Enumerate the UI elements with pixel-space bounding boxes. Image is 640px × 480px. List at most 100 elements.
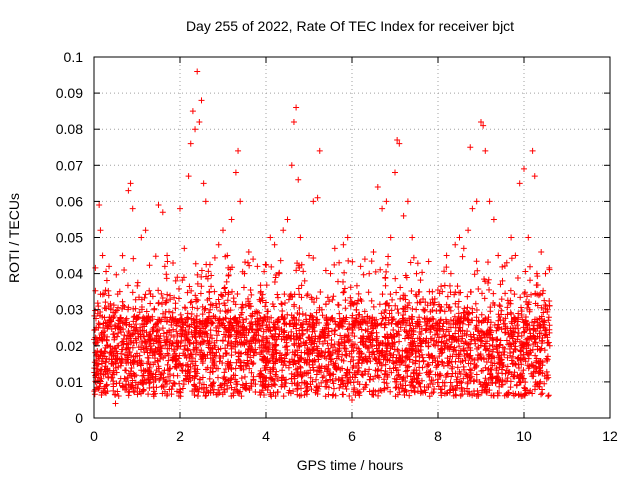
data-point	[520, 324, 527, 331]
data-point	[304, 291, 311, 298]
data-point	[274, 318, 281, 325]
data-point	[244, 357, 251, 364]
data-point	[431, 299, 438, 306]
data-point	[211, 342, 218, 349]
data-point	[514, 274, 521, 281]
data-point	[207, 364, 214, 371]
data-point	[425, 258, 432, 265]
data-point	[504, 354, 511, 361]
data-point	[94, 300, 101, 307]
data-point	[401, 292, 408, 299]
data-point	[221, 284, 228, 291]
data-point	[355, 345, 362, 352]
data-point	[315, 356, 322, 363]
data-point	[209, 368, 216, 375]
data-point	[123, 340, 130, 347]
data-point	[260, 337, 267, 344]
data-point	[265, 308, 272, 315]
data-point	[473, 306, 480, 313]
data-point	[191, 382, 198, 389]
data-point	[175, 343, 182, 350]
data-point	[351, 333, 358, 340]
data-point	[447, 379, 454, 386]
data-point	[340, 241, 347, 248]
data-point	[105, 373, 112, 380]
data-point	[261, 391, 268, 398]
data-point	[125, 345, 132, 352]
data-point	[211, 362, 218, 369]
data-point	[311, 340, 318, 347]
data-point	[475, 285, 482, 292]
data-point	[147, 370, 154, 377]
data-point	[296, 343, 303, 350]
data-point	[359, 313, 366, 320]
data-point	[374, 333, 381, 340]
data-point	[451, 291, 458, 298]
data-point	[290, 361, 297, 368]
data-point	[515, 391, 522, 398]
data-point	[414, 375, 421, 382]
data-point	[447, 289, 454, 296]
data-point	[116, 324, 123, 331]
data-point	[194, 280, 201, 287]
data-point	[409, 313, 416, 320]
data-point	[450, 386, 457, 393]
data-point	[523, 320, 530, 327]
x-tick-label: 12	[602, 428, 618, 444]
data-point	[199, 303, 206, 310]
data-point	[460, 375, 467, 382]
data-point	[485, 276, 492, 283]
data-point	[480, 331, 487, 338]
data-point	[299, 310, 306, 317]
data-point	[307, 312, 314, 319]
data-point	[542, 270, 549, 277]
data-point	[489, 348, 496, 355]
data-point	[295, 358, 302, 365]
data-point	[151, 306, 158, 313]
data-point	[247, 354, 254, 361]
data-point	[228, 216, 235, 223]
data-point	[336, 385, 343, 392]
data-point	[281, 320, 288, 327]
data-point	[471, 334, 478, 341]
data-point	[313, 387, 320, 394]
data-point	[376, 349, 383, 356]
data-point	[200, 180, 207, 187]
data-point	[280, 227, 287, 234]
data-point	[339, 365, 346, 372]
data-point	[274, 389, 281, 396]
data-point	[240, 319, 247, 326]
data-point	[180, 377, 187, 384]
data-point	[95, 324, 102, 331]
data-point	[350, 362, 357, 369]
data-point	[304, 387, 311, 394]
data-point	[498, 326, 505, 333]
data-point	[198, 283, 205, 290]
data-point	[192, 368, 199, 375]
data-point	[419, 269, 426, 276]
data-point	[345, 376, 352, 383]
data-point	[423, 384, 430, 391]
data-point	[462, 315, 469, 322]
data-point	[482, 375, 489, 382]
data-point	[295, 262, 302, 269]
data-point	[124, 374, 131, 381]
data-point	[329, 314, 336, 321]
data-point	[431, 386, 438, 393]
data-point	[170, 326, 177, 333]
data-point	[296, 358, 303, 365]
y-tick-label: 0.08	[56, 121, 83, 137]
data-point	[299, 319, 306, 326]
data-point	[108, 325, 115, 332]
data-point	[488, 379, 495, 386]
data-point	[183, 354, 190, 361]
data-point	[128, 323, 135, 330]
data-point	[241, 373, 248, 380]
data-point	[262, 315, 269, 322]
data-point	[279, 367, 286, 374]
data-point	[438, 358, 445, 365]
data-point	[494, 344, 501, 351]
data-point	[180, 274, 187, 281]
data-point	[543, 331, 550, 338]
data-point	[515, 314, 522, 321]
